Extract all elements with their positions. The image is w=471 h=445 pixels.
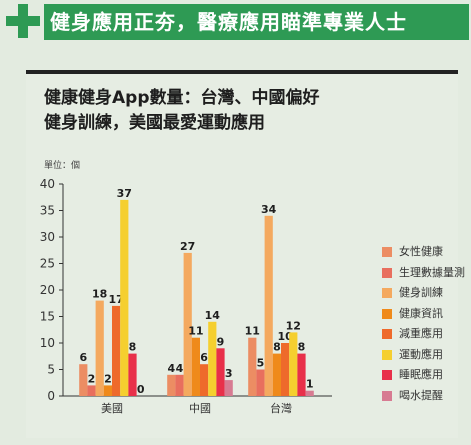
data-label: 8 [273,341,281,354]
header-title: 健身應用正夯，醫療應用瞄準專業人士 [50,10,407,34]
bar [216,348,225,396]
bar [79,364,88,396]
data-label: 5 [257,357,265,370]
legend-label: 減重應用 [399,327,443,340]
bar [208,321,217,396]
data-label: 8 [129,341,137,354]
legend-swatch [382,349,392,360]
data-label: 6 [200,351,208,364]
data-label: 4 [176,362,184,375]
y-tick-label: 20 [40,283,55,297]
x-tick-label: 中國 [189,402,211,415]
bar [248,337,257,396]
y-tick-label: 35 [40,204,55,218]
y-tick-label: 0 [47,389,55,403]
chart-card: 健康健身App數量：台灣、中國偏好 健身訓練，美國最愛運動應用 單位：個 0 5 1… [26,70,465,438]
legend-label: 生理數據量測 [399,265,465,279]
data-label: 2 [88,372,96,385]
data-label: 34 [261,203,277,216]
legend-label: 喝水提醒 [399,388,443,402]
unit-label: 單位：個 [44,161,81,171]
chart-title-line-1: 健康健身App數量：台灣、中國偏好 [44,88,320,108]
y-tick-label: 5 [47,363,55,377]
bar [256,369,265,396]
bar [103,385,112,396]
legend-label: 健康資訊 [399,306,443,320]
bar [175,374,184,396]
data-label: 3 [225,367,233,380]
y-tick-label: 30 [40,230,55,244]
data-label: 9 [217,335,225,348]
data-label: 0 [137,383,145,396]
y-tick-label: 25 [40,257,55,271]
bar [120,199,129,396]
bar [264,215,273,396]
data-label: 27 [180,240,195,253]
data-label: 4 [167,362,175,375]
data-label: 10 [277,330,293,343]
bar [305,390,314,396]
legend-swatch [382,370,392,380]
y-tick-label: 40 [40,177,55,191]
bar [224,380,233,396]
data-label: 11 [188,325,203,338]
x-tick-label: 台灣 [270,401,292,415]
data-label: 1 [306,378,314,391]
data-label: 6 [79,351,87,364]
x-tick-label: 美國 [101,402,123,415]
divider [26,70,458,74]
legend-swatch [382,329,392,339]
data-label: 12 [286,319,301,332]
legend-label: 女性健康 [399,245,443,258]
legend-label: 健身訓練 [399,286,443,299]
bar [200,364,209,396]
header-banner: 健身應用正夯，醫療應用瞄準專業人士 [0,0,471,50]
bar [128,353,137,396]
legend-swatch [382,267,392,278]
header-bar [44,4,469,40]
data-label: 37 [117,187,132,200]
y-tick-label: 10 [40,336,55,350]
legend-swatch [382,288,392,298]
plus-icon [6,4,40,38]
bar [191,337,200,396]
bar [112,305,121,396]
bar [297,353,306,396]
data-label: 17 [108,293,123,306]
legend-label: 運動應用 [399,347,443,361]
data-label: 18 [92,288,107,301]
data-label: 14 [205,309,221,322]
data-label: 2 [104,372,112,385]
legend-swatch [382,308,392,319]
legend-swatch [382,390,392,401]
chart-title: 健康健身App數量：台灣、中國偏好 健身訓練，美國最愛運動應用 [44,86,444,136]
bar [281,343,290,396]
bar [95,300,104,396]
legend-swatch [382,247,392,257]
legend-label: 睡眠應用 [399,368,443,381]
bar [289,332,298,396]
data-label: 11 [245,325,260,338]
bar [167,374,176,396]
data-label: 8 [298,341,306,354]
bar [272,353,281,396]
bar [183,252,192,396]
y-tick-label: 15 [40,310,55,324]
chart-title-line-2: 健身訓練，美國最愛運動應用 [44,113,265,133]
bar [87,385,96,396]
